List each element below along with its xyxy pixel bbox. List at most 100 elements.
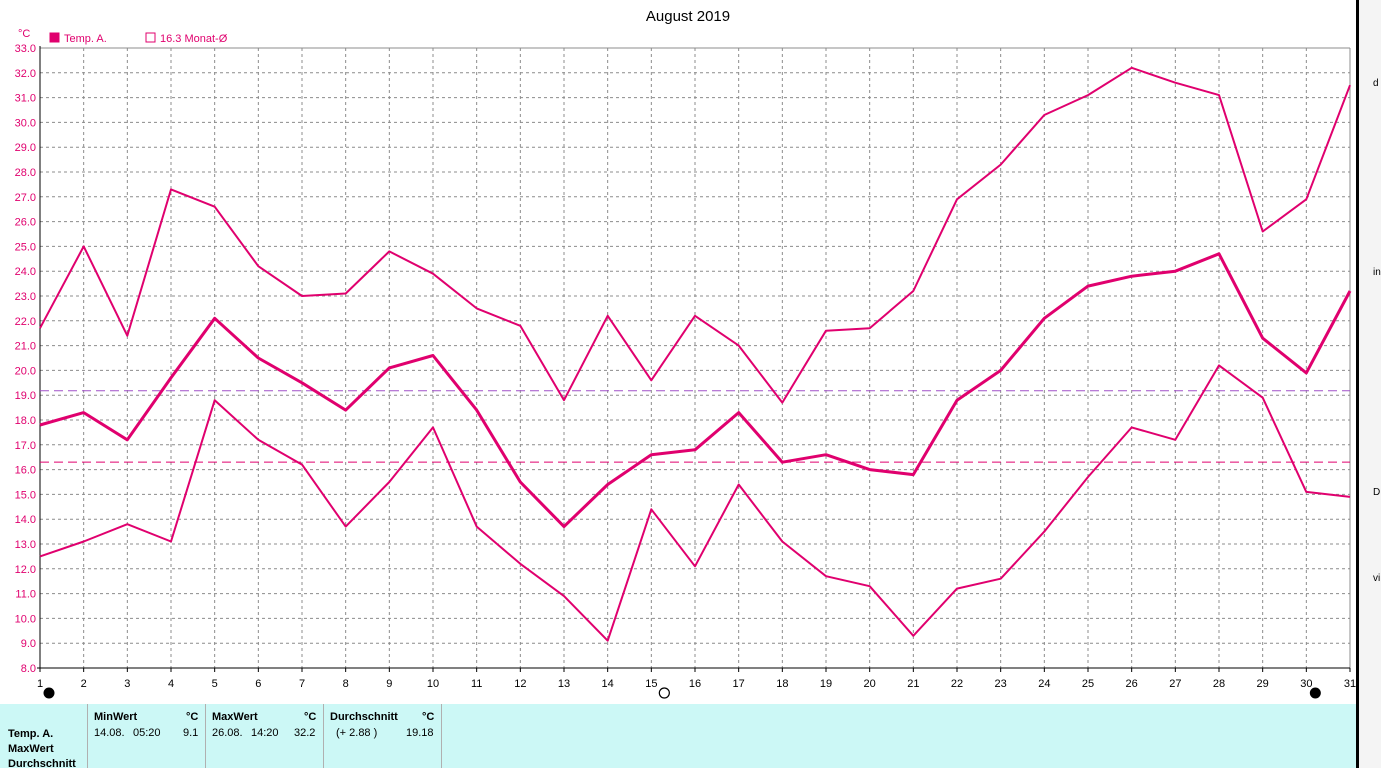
y-tick-label: 29.0 — [15, 142, 36, 154]
x-tick-label: 9 — [386, 678, 392, 690]
y-tick-label: 8.0 — [21, 663, 36, 675]
x-tick-label: 2 — [81, 678, 87, 690]
moon-phases — [43, 687, 1321, 699]
legend-label-monthly-avg: 16.3 Monat-Ø — [160, 33, 228, 45]
grid — [37, 46, 1351, 672]
y-tick-label: 33.0 — [15, 43, 36, 55]
x-tick-label: 8 — [343, 678, 349, 690]
series-line-min — [39, 364, 1351, 642]
series-line-mean — [39, 252, 1352, 529]
x-tick-label: 6 — [255, 678, 261, 690]
reference-lines — [40, 390, 1350, 463]
max-value: 32.2 — [294, 727, 316, 739]
window-edge-panel: d in D vi — [1356, 0, 1381, 768]
stats-row-labels: Temp. A. MaxWert Durchschnitt — [0, 704, 88, 770]
edge-char: in — [1373, 267, 1381, 278]
y-tick-label: 9.0 — [21, 638, 36, 650]
full-moon-icon — [658, 687, 670, 699]
avg-header: Durchschnitt — [330, 711, 398, 723]
stats-panel: Temp. A. MaxWert Durchschnitt MinWert °C… — [0, 704, 1356, 770]
y-tick-label: 11.0 — [15, 589, 36, 601]
stats-max-column: MaxWert °C 26.08. 14:20 32.2 — [206, 704, 324, 768]
x-tick-label: 31 — [1344, 678, 1356, 690]
min-header: MinWert — [94, 711, 138, 723]
x-tick-label: 19 — [820, 678, 832, 690]
x-tick-label: 3 — [124, 678, 130, 690]
y-tick-label: 12.0 — [15, 564, 36, 576]
avg-delta: (+ 2.88 ) — [336, 727, 378, 739]
y-axis-ticks: 8.0 9.0 10.0 11.0 12.0 13.0 14.0 15.0 16.0 17.0 18… — [15, 43, 36, 675]
min-unit: °C — [186, 711, 199, 723]
stats-min-column: MinWert °C 14.08. 05:20 9.1 — [88, 704, 206, 768]
stats-row-label: Temp. A. — [8, 728, 54, 740]
y-tick-label: 24.0 — [15, 266, 36, 278]
stats-avg-column: Durchschnitt °C (+ 2.88 ) 19.18 — [324, 704, 442, 768]
edge-char: D — [1373, 487, 1381, 498]
y-tick-label: 23.0 — [15, 291, 36, 303]
max-header: MaxWert — [212, 711, 258, 723]
y-tick-label: 25.0 — [15, 241, 36, 253]
x-tick-label: 18 — [776, 678, 788, 690]
new-moon-icon — [43, 687, 55, 699]
max-date: 26.08. — [212, 727, 243, 739]
y-axis-unit: °C — [18, 28, 30, 40]
x-tick-label: 26 — [1126, 678, 1138, 690]
y-tick-label: 10.0 — [15, 613, 36, 625]
legend-swatch-monthly-avg — [145, 32, 156, 43]
y-tick-label: 19.0 — [15, 390, 36, 402]
x-axis-ticks: 1 2 3 4 5 6 7 8 9 10 11 12 13 14 15 16 17 18 19 20 21 22 23 24 2… — [37, 668, 1356, 690]
x-tick-label: 10 — [427, 678, 439, 690]
y-tick-label: 31.0 — [15, 93, 36, 105]
y-tick-label: 32.0 — [15, 68, 36, 80]
x-tick-label: 25 — [1082, 678, 1094, 690]
x-tick-label: 11 — [471, 678, 482, 690]
y-tick-label: 18.0 — [15, 415, 36, 427]
avg-unit: °C — [422, 711, 435, 723]
series-lines — [39, 66, 1352, 642]
x-tick-label: 15 — [645, 678, 657, 690]
legend: Temp. A. 16.3 Monat-Ø — [49, 32, 228, 45]
new-moon-icon — [1309, 687, 1321, 699]
x-tick-label: 21 — [907, 678, 919, 690]
temperature-chart: August 2019 °C Temp. A. 16.3 Monat-Ø 8.0… — [15, 8, 1356, 699]
x-tick-label: 24 — [1038, 678, 1050, 690]
legend-label-temp: Temp. A. — [64, 33, 107, 45]
y-tick-label: 16.0 — [15, 465, 36, 477]
x-tick-label: 5 — [212, 678, 218, 690]
avg-value: 19.18 — [406, 727, 434, 739]
y-tick-label: 30.0 — [15, 117, 36, 129]
y-tick-label: 27.0 — [15, 192, 36, 204]
y-tick-label: 17.0 — [15, 440, 36, 452]
edge-char: vi — [1373, 573, 1381, 584]
y-tick-label: 15.0 — [15, 489, 36, 501]
y-tick-label: 20.0 — [15, 365, 36, 377]
x-tick-label: 16 — [689, 678, 701, 690]
x-tick-label: 27 — [1169, 678, 1181, 690]
max-time: 14:20 — [251, 727, 279, 739]
min-value: 9.1 — [183, 727, 199, 739]
y-tick-label: 26.0 — [15, 217, 36, 229]
x-tick-label: 30 — [1300, 678, 1312, 690]
stats-row-label: Durchschnitt — [8, 758, 76, 770]
x-tick-label: 4 — [168, 678, 174, 690]
y-tick-label: 14.0 — [15, 514, 36, 526]
x-tick-label: 12 — [514, 678, 526, 690]
stats-row-label: MaxWert — [8, 743, 54, 755]
chart-title: August 2019 — [646, 8, 730, 25]
min-date: 14.08. — [94, 727, 125, 739]
y-tick-label: 21.0 — [15, 341, 36, 353]
x-tick-label: 28 — [1213, 678, 1225, 690]
y-tick-label: 13.0 — [15, 539, 36, 551]
x-tick-label: 7 — [299, 678, 305, 690]
edge-char: d — [1373, 78, 1379, 89]
y-tick-label: 28.0 — [15, 167, 36, 179]
x-tick-label: 14 — [602, 678, 614, 690]
x-tick-label: 17 — [733, 678, 745, 690]
legend-swatch-temp — [49, 32, 60, 43]
min-time: 05:20 — [133, 727, 161, 739]
x-tick-label: 13 — [558, 678, 570, 690]
x-tick-label: 20 — [864, 678, 876, 690]
x-tick-label: 1 — [37, 678, 43, 690]
x-tick-label: 29 — [1257, 678, 1269, 690]
y-tick-label: 22.0 — [15, 316, 36, 328]
